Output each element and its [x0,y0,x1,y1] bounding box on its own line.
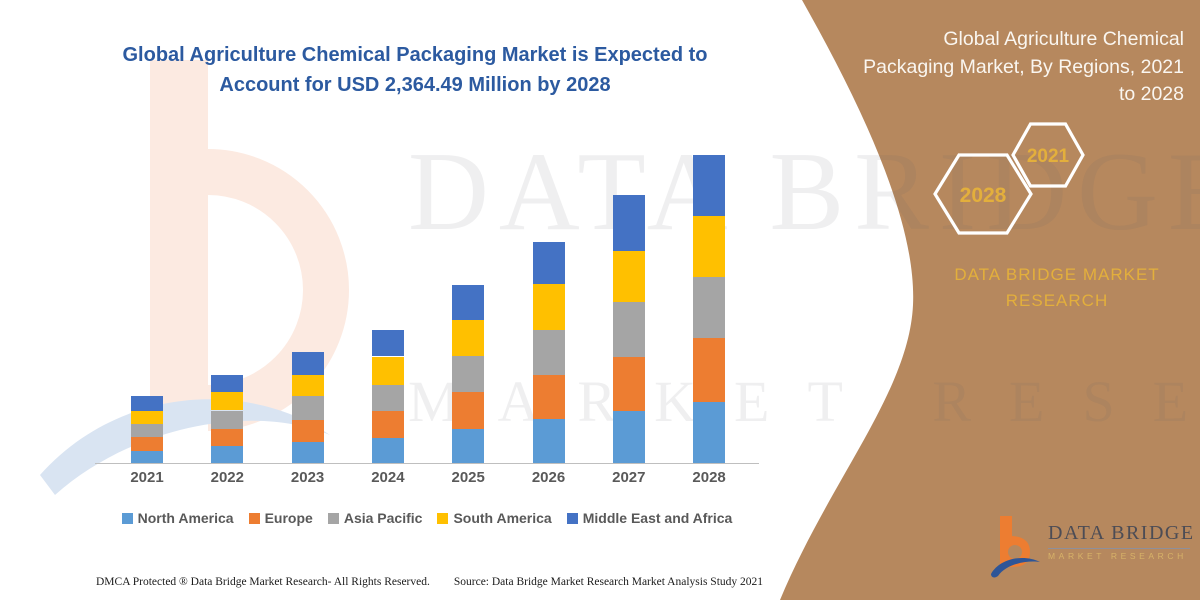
bar-2023-europe [291,419,324,442]
bar-2022-north-america [211,446,244,463]
bar-2024-middle-east-and-africa [371,329,404,357]
bar-2028-middle-east-and-africa [693,154,726,217]
legend-swatch-icon [566,512,578,524]
legend-item-europe: Europe [248,510,313,526]
legend-swatch-icon [121,512,133,524]
bar-2021-asia-pacific [131,424,163,438]
bar-2021-middle-east-and-africa [131,396,163,411]
bar-2022-asia-pacific [211,410,244,429]
x-axis-label-2028: 2028 [692,469,726,486]
bar-2023-middle-east-and-africa [291,352,324,375]
legend-label: Middle East and Africa [582,510,733,526]
bar-2026-south-america [532,283,565,330]
legend-item-north-america: North America [121,510,234,526]
watermark-logo-icon [40,60,349,495]
bar-2023-north-america [291,442,324,463]
year-hexagons: 2028 2021 [933,122,1085,235]
bar-2024-europe [371,410,404,438]
logo-subtitle: MARKET RESEARCH [1048,551,1187,561]
bar-2022-europe [211,428,244,447]
side-panel-title-line1: Global Agriculture Chemical [943,28,1184,50]
stacked-bar-chart: 2021 2022 2023 2024 2025 2026 2027 2028 [95,140,759,486]
bar-2025-europe [452,392,485,429]
bar-2028-south-america [693,216,726,278]
hexagon-2021-label: 2021 [1027,146,1070,167]
bar-2022-south-america [211,391,244,411]
bar-2026-asia-pacific [532,329,565,375]
chart-title-line1: Global Agriculture Chemical Packaging Ma… [122,44,708,66]
hexagon-2028-outline [933,153,1033,235]
side-panel-title: Global Agriculture Chemical Packaging Ma… [849,26,1184,109]
bar-2027-europe [612,357,645,411]
x-axis-label-2022: 2022 [210,469,244,486]
brand-wordmark-line2: RESEARCH [1005,291,1109,311]
footer: DMCA Protected ® Data Bridge Market Rese… [96,576,766,588]
legend-swatch-icon [248,512,260,524]
bar-2028-europe [693,338,726,402]
bar-2027-middle-east-and-africa [612,195,645,251]
bar-2024-north-america [371,438,404,463]
source-note: Source: Data Bridge Market Research Mark… [453,576,764,588]
bar-2026-europe [532,374,565,419]
brand-wordmark: DATA BRIDGE MARKET RESEARCH [928,262,1186,315]
legend-label: South America [453,510,552,526]
x-axis-label-2026: 2026 [531,469,566,486]
bar-2023-south-america [291,374,324,397]
bar-2025-middle-east-and-africa [452,284,485,320]
bar-2025-north-america [452,428,485,463]
bar-2022-middle-east-and-africa [211,375,244,392]
bar-2025-asia-pacific [452,356,485,392]
legend-label: North America [137,510,234,526]
bar-2024-asia-pacific [371,384,404,411]
legend-swatch-icon [327,512,339,524]
bar-2021-europe [131,437,163,451]
x-axis-label-2025: 2025 [451,469,485,486]
bar-2026-north-america [532,419,565,463]
dmca-notice: DMCA Protected ® Data Bridge Market Rese… [96,576,430,588]
bar-2021-south-america [131,410,163,424]
bar-2028-asia-pacific [693,277,726,338]
legend-item-middle-east-and-africa: Middle East and Africa [566,510,733,526]
legend-item-asia-pacific: Asia Pacific [327,510,423,526]
brand-wordmark-line1: DATA BRIDGE MARKET [954,265,1160,284]
hexagon-2028-label: 2028 [960,184,1007,207]
bar-2028-north-america [693,402,726,463]
bar-2027-north-america [612,410,645,463]
bar-2027-asia-pacific [612,302,645,357]
logo-text: DATA BRIDGE MARKET RESEARCH [1048,522,1195,561]
legend-label: Europe [264,510,313,526]
logo-name: DATA BRIDGE [1048,522,1195,544]
x-axis-label-2023: 2023 [290,469,325,486]
bar-2024-south-america [371,356,404,385]
bar-2021-north-america [131,450,163,463]
legend-item-south-america: South America [437,510,552,526]
chart-legend: North America Europe Asia Pacific South Ame… [95,510,759,526]
hexagon-2021-outline [1011,122,1085,188]
chart-title-line2: Account for USD 2,364.49 Million by 2028 [219,74,611,96]
x-axis-label-2027: 2027 [612,469,646,486]
x-axis-label-2024: 2024 [371,469,405,486]
side-panel-title-line2: Packaging Market, By Regions, 2021 [863,55,1184,78]
legend-swatch-icon [437,512,449,524]
bar-2027-south-america [612,250,645,302]
side-panel-title-line3: to 2028 [1118,83,1184,106]
logo-divider [1048,548,1190,549]
chart-title: Global Agriculture Chemical Packaging Ma… [110,40,720,100]
x-axis-label-2021: 2021 [130,469,164,486]
bar-2023-asia-pacific [291,396,324,420]
bar-2026-middle-east-and-africa [532,241,565,284]
legend-label: Asia Pacific [343,510,423,526]
bar-2025-south-america [452,319,485,357]
data-bridge-logo-icon [991,516,1040,578]
